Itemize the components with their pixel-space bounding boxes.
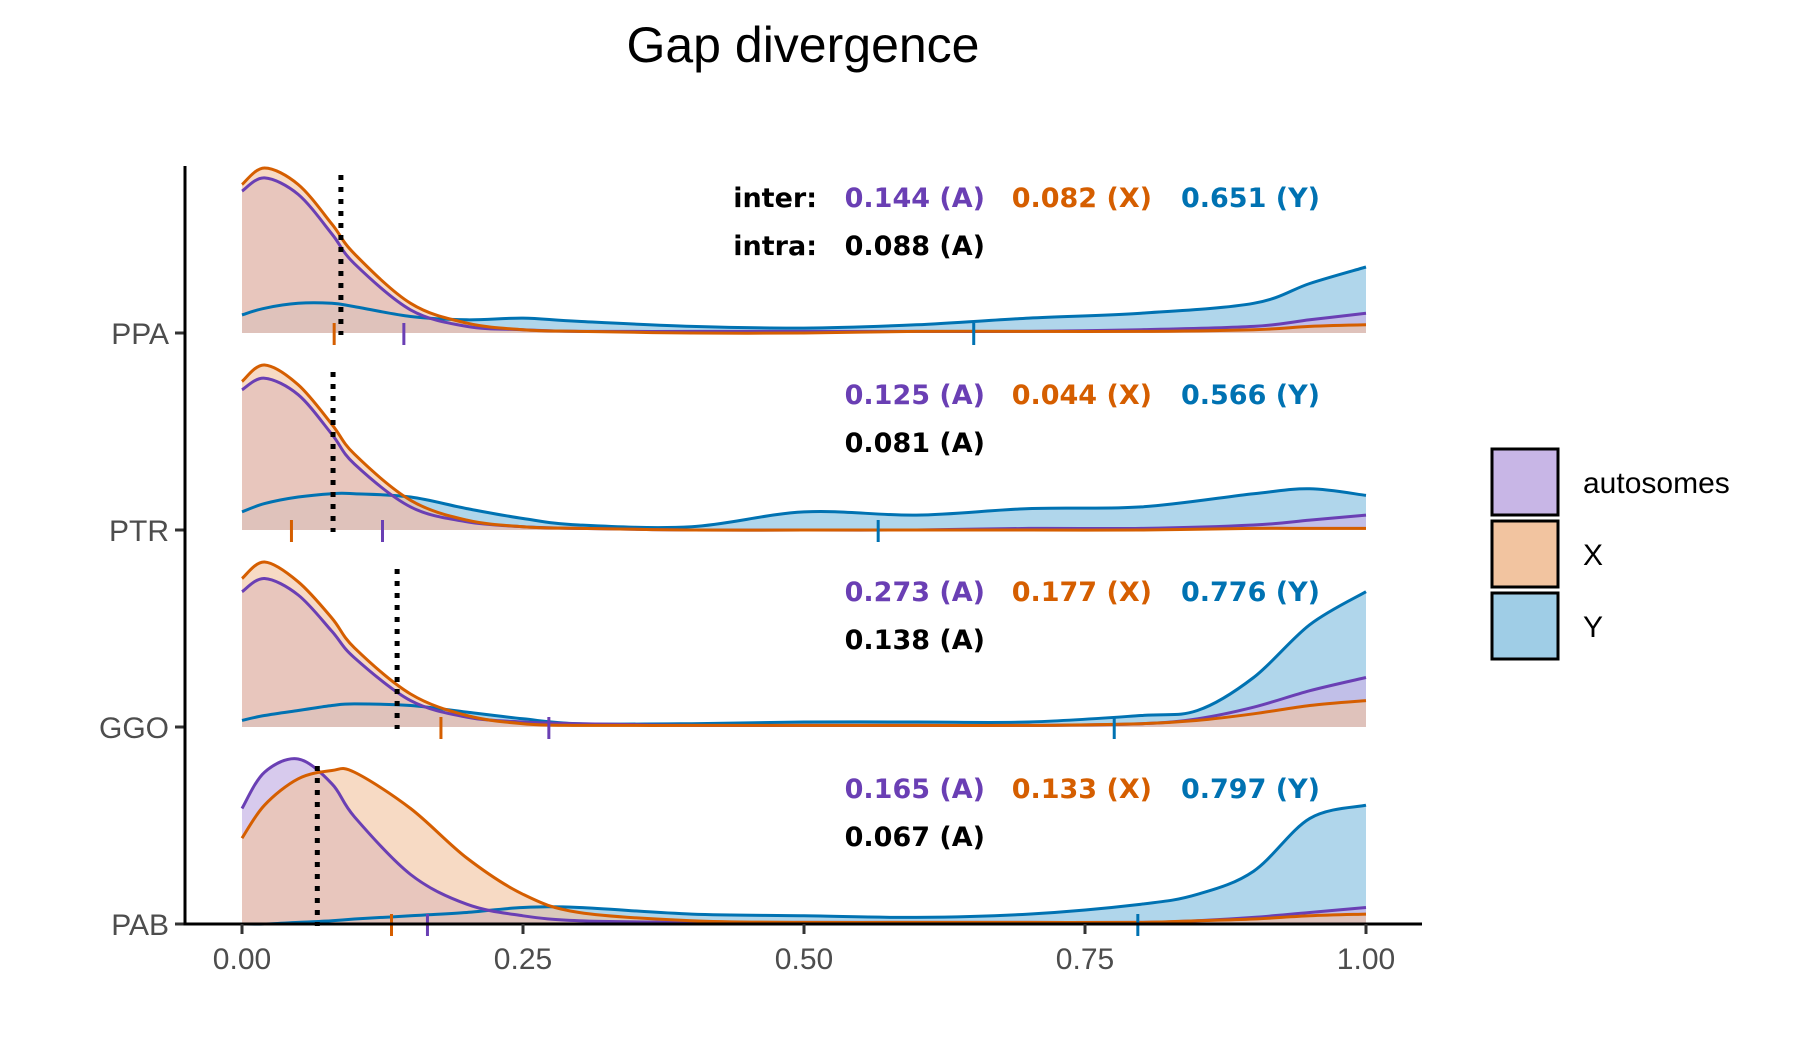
ridge-ppa	[241, 166, 1367, 345]
legend-swatch	[1490, 519, 1560, 589]
ridge-ptr	[240, 363, 1367, 542]
x-tick-label: 0.25	[494, 943, 552, 976]
x-tick-label: 1.00	[1337, 943, 1395, 976]
ridges-layer	[240, 166, 1367, 936]
inter-value-x: 0.133 (X)	[1012, 774, 1152, 805]
legend-swatch	[1490, 447, 1560, 517]
inter-value-a: 0.165 (A)	[845, 774, 985, 805]
density-line-y	[241, 590, 1367, 726]
ridge-ggo	[240, 560, 1367, 739]
inter-value-x: 0.082 (X)	[1012, 183, 1152, 214]
legend-item-y: Y	[1490, 591, 1603, 661]
inter-value-a: 0.125 (A)	[845, 380, 985, 411]
inter-value-y: 0.566 (Y)	[1181, 380, 1320, 411]
legend-item-autosomes: autosomes	[1490, 447, 1730, 517]
density-area-x	[242, 168, 1366, 334]
density-line-x	[241, 166, 1367, 335]
y-tick-label-ptr: PTR	[109, 515, 169, 548]
ridge-pab	[240, 757, 1367, 936]
density-line-x	[240, 560, 1367, 727]
intra-label: intra:	[733, 231, 817, 262]
legend-label: X	[1583, 539, 1603, 572]
intra-value: 0.138 (A)	[845, 625, 985, 656]
inter-value-y: 0.651 (Y)	[1181, 183, 1320, 214]
legend-item-x: X	[1490, 519, 1603, 589]
density-line-x	[240, 767, 1367, 924]
y-tick-label-ggo: GGO	[99, 712, 169, 745]
axes-layer: PPA PTR GGO PAB 0.00 0.25 0.50 0.75 1.00	[99, 166, 1422, 976]
legend-swatch	[1490, 591, 1560, 661]
y-tick-label-pab: PAB	[111, 909, 169, 942]
intra-value: 0.088 (A)	[845, 231, 985, 262]
x-tick-label: 0.75	[1056, 943, 1114, 976]
x-tick-label: 0.50	[775, 943, 833, 976]
x-tick-label: 0.00	[213, 943, 271, 976]
inter-value-a: 0.273 (A)	[845, 577, 985, 608]
inter-value-x: 0.177 (X)	[1012, 577, 1152, 608]
inter-value-y: 0.776 (Y)	[1181, 577, 1320, 608]
chart-title: Gap divergence	[626, 17, 979, 73]
density-area-y	[242, 805, 1366, 925]
intra-value: 0.067 (A)	[845, 822, 985, 853]
annotations-layer: inter: intra: 0.144 (A) 0.082 (X) 0.651 (Y) 0…	[733, 183, 1320, 853]
inter-label: inter:	[733, 183, 817, 214]
y-tick-label-ppa: PPA	[111, 318, 169, 351]
legend-label: Y	[1583, 611, 1603, 644]
legend: autosomes X Y	[1490, 447, 1730, 661]
inter-value-x: 0.044 (X)	[1012, 380, 1152, 411]
legend-label: autosomes	[1583, 467, 1730, 500]
inter-value-a: 0.144 (A)	[845, 183, 985, 214]
density-area-x	[242, 768, 1366, 924]
inter-value-y: 0.797 (Y)	[1181, 774, 1320, 805]
density-area-x	[242, 561, 1366, 727]
intra-value: 0.081 (A)	[845, 428, 985, 459]
density-line-y	[241, 803, 1367, 926]
density-line-y	[241, 265, 1367, 330]
density-area-x	[242, 364, 1366, 531]
